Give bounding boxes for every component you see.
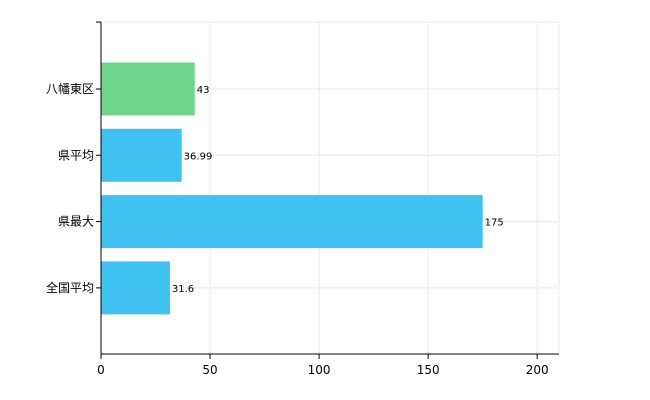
category-label: 全国平均 (46, 280, 94, 295)
x-tick-label: 200 (526, 363, 549, 377)
data-label: 36.99 (184, 151, 213, 162)
bars (101, 62, 483, 315)
data-label: 175 (485, 218, 504, 229)
x-tick-label: 50 (202, 363, 217, 377)
labels: 43 八幡東区 36.99 県平均 175 県最大 31.6 全国平均 0 50 100 150 200 (46, 81, 549, 377)
category-label: 県平均 (58, 148, 94, 162)
x-tick-label: 100 (308, 363, 331, 377)
axes (96, 21, 559, 359)
bar (101, 62, 195, 116)
data-label: 31.6 (172, 284, 194, 295)
data-label: 43 (197, 85, 210, 96)
category-label: 八幡東区 (46, 81, 94, 96)
x-tick-label: 150 (417, 363, 440, 377)
bar (101, 195, 483, 249)
category-label: 県最大 (58, 215, 94, 229)
bar (101, 261, 170, 315)
bar (101, 128, 182, 182)
x-tick-label: 0 (97, 363, 105, 377)
